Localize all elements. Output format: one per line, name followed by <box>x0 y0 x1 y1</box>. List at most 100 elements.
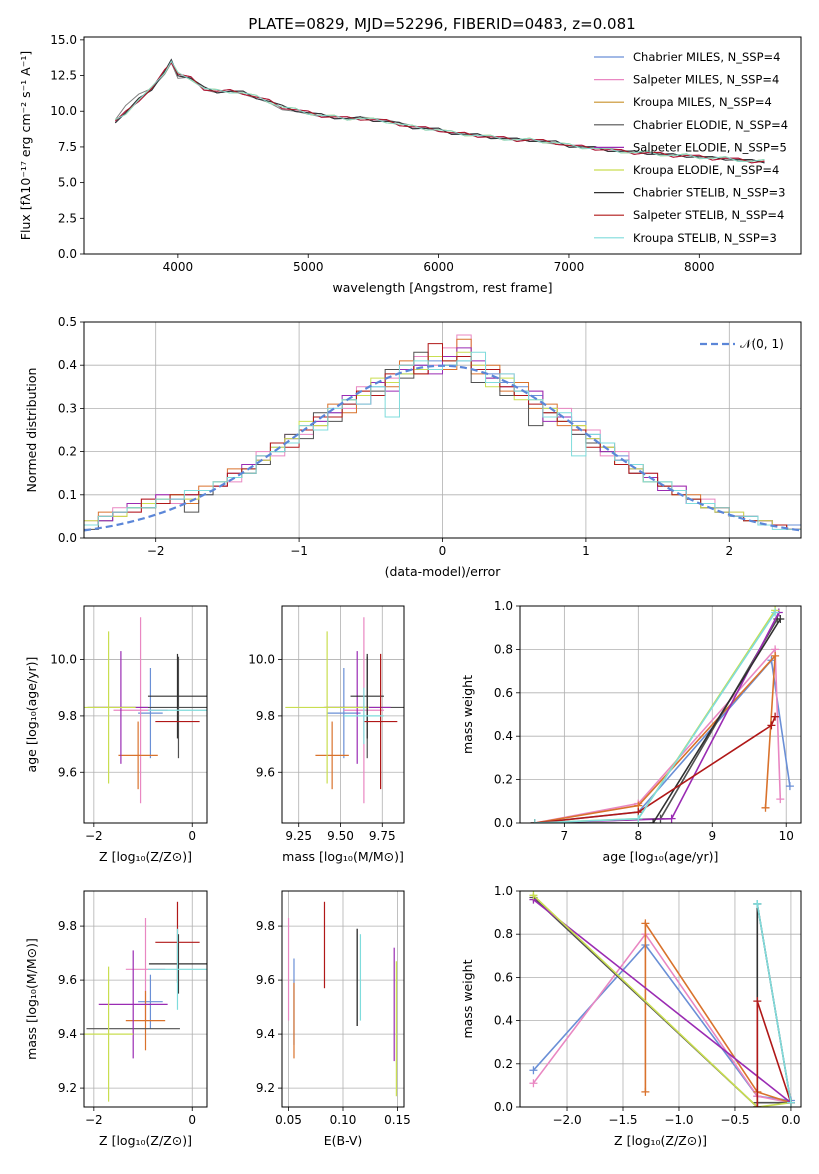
y-tick-label: 7.5 <box>58 140 77 154</box>
legend-label: Chabrier STELIB, N_SSP=3 <box>633 186 785 200</box>
y-tick-label: 9.8 <box>58 919 77 933</box>
y-tick-label: 9.8 <box>256 709 275 723</box>
weight-series <box>530 608 780 823</box>
x-tick-label: 2 <box>725 544 733 558</box>
weight-series <box>530 656 794 823</box>
legend-label: Chabrier ELODIE, N_SSP=4 <box>633 118 788 132</box>
chart-spectrum: 4000 5000 6000 7000 8000 0.0 2.5 5.0 7.5 10.0 12.5… <box>18 33 802 295</box>
axes-frame <box>83 36 802 255</box>
error-cross-point <box>147 653 207 739</box>
plus-marker <box>753 997 762 1006</box>
y-tick-label: 9.8 <box>256 919 275 933</box>
plus-marker <box>771 608 780 617</box>
weight-series <box>530 712 780 823</box>
plus-marker <box>771 651 780 660</box>
plot-area <box>114 58 765 164</box>
y-tick-label: 9.6 <box>256 765 275 779</box>
y-tick-label: 12.5 <box>50 69 77 83</box>
y-tick-label: 10.0 <box>248 653 275 667</box>
weight-line <box>756 1000 792 1107</box>
y-tick-label: 1.0 <box>494 599 513 613</box>
x-tick-label: 4000 <box>163 260 194 274</box>
axes-frame <box>281 605 405 824</box>
weight-series <box>529 941 795 1105</box>
x-tick-label: −1.5 <box>608 1113 637 1127</box>
plus-marker <box>529 1066 538 1075</box>
legend-label: Kroupa ELODIE, N_SSP=4 <box>633 163 779 177</box>
y-tick-label: 0.0 <box>494 816 513 830</box>
plus-marker <box>785 782 794 791</box>
weight-line <box>532 898 792 1104</box>
weight-series <box>530 615 782 823</box>
x-axis-label: (data-model)/error <box>385 564 502 579</box>
x-tick-label: 8000 <box>684 260 715 274</box>
legend: 𝒩(0, 1) <box>700 337 784 351</box>
error-cross-point <box>363 653 398 790</box>
weight-line <box>534 618 781 823</box>
plus-marker <box>771 712 780 721</box>
error-cross-point <box>285 631 369 784</box>
x-tick-label: 6000 <box>423 260 454 274</box>
y-axis-label: Flux [fλ10⁻¹⁷ erg cm⁻² s⁻¹ A⁻¹] <box>18 51 33 240</box>
plus-marker <box>786 1098 795 1107</box>
legend: Chabrier MILES, N_SSP=4 Salpeter MILES, N… <box>594 50 788 245</box>
y-tick-label: 5.0 <box>58 176 77 190</box>
y-tick-label: 9.2 <box>58 1081 77 1095</box>
plot-area <box>530 606 794 823</box>
error-cross-point <box>138 974 163 1029</box>
chart-age-vs-mass: 9.25 9.50 9.75 9.6 9.8 10.0 mass [log₁₀(M/M⊙)] <box>248 605 405 864</box>
error-cross-point <box>125 990 166 1051</box>
chart-mass-vs-EBV: 0.05 0.10 0.15 9.2 9.4 9.6 9.8 E(B-V) <box>256 890 411 1148</box>
x-tick-label: −2 <box>85 829 103 843</box>
y-tick-label: 0.8 <box>494 927 513 941</box>
x-tick-label: 7000 <box>554 260 585 274</box>
weight-line <box>534 612 776 823</box>
axes-frame <box>281 890 405 1108</box>
chart-weight-vs-age: 7 8 9 10 0.0 0.2 0.4 0.6 0.8 1.0 age [log₁₀(age/yr… <box>460 599 802 864</box>
weight-series <box>530 615 785 823</box>
weight-series <box>529 893 795 1107</box>
weight-series <box>641 919 795 1107</box>
plus-marker <box>641 1087 650 1096</box>
y-tick-label: 0.2 <box>494 773 513 787</box>
legend-label: 𝒩(0, 1) <box>740 337 784 351</box>
error-cross-point <box>84 631 136 784</box>
weight-line <box>534 653 777 823</box>
axes-frame <box>83 321 802 539</box>
y-axis-label: mass [log₁₀(M/M⊙)] <box>24 938 39 1060</box>
plus-marker <box>530 819 539 823</box>
y-tick-label: 0.0 <box>494 1100 513 1114</box>
plus-marker <box>667 814 676 823</box>
y-tick-label: 0.6 <box>494 970 513 984</box>
error-cross-point <box>327 668 361 759</box>
legend-label: Kroupa MILES, N_SSP=4 <box>633 95 772 109</box>
legend-label: Salpeter MILES, N_SSP=4 <box>633 73 779 87</box>
y-tick-label: 0.4 <box>58 358 77 372</box>
weight-line <box>532 932 792 1104</box>
y-tick-label: 15.0 <box>50 33 77 47</box>
y-tick-label: 9.4 <box>256 1027 275 1041</box>
weight-line <box>534 716 776 823</box>
plot-area <box>84 617 207 804</box>
y-tick-label: 9.4 <box>58 1027 77 1041</box>
x-tick-label: 7 <box>561 829 569 843</box>
chart-mass-vs-Z: −2 0 9.2 9.4 9.6 9.8 Z [log₁₀(Z/Z⊙)] mass [log₁… <box>24 890 208 1148</box>
x-axis-label: wavelength [Angstrom, rest frame] <box>332 280 552 295</box>
plot-area <box>287 901 397 1097</box>
axes-frame <box>83 605 208 824</box>
x-tick-label: −2 <box>85 1113 103 1127</box>
x-tick-label: 0.0 <box>781 1113 800 1127</box>
x-tick-label: −1.0 <box>664 1113 693 1127</box>
error-cross-point <box>315 721 349 790</box>
x-tick-label: 0 <box>439 544 447 558</box>
error-cross-point <box>343 687 384 745</box>
plus-marker <box>649 819 658 823</box>
plus-marker <box>641 919 650 928</box>
weight-line <box>534 609 776 823</box>
legend-label: Chabrier MILES, N_SSP=4 <box>633 50 780 64</box>
plot-area <box>84 334 801 538</box>
x-tick-label: −1 <box>290 544 308 558</box>
plus-marker <box>761 803 770 812</box>
weight-series <box>753 899 795 1107</box>
model-spectrum-line <box>114 62 765 164</box>
